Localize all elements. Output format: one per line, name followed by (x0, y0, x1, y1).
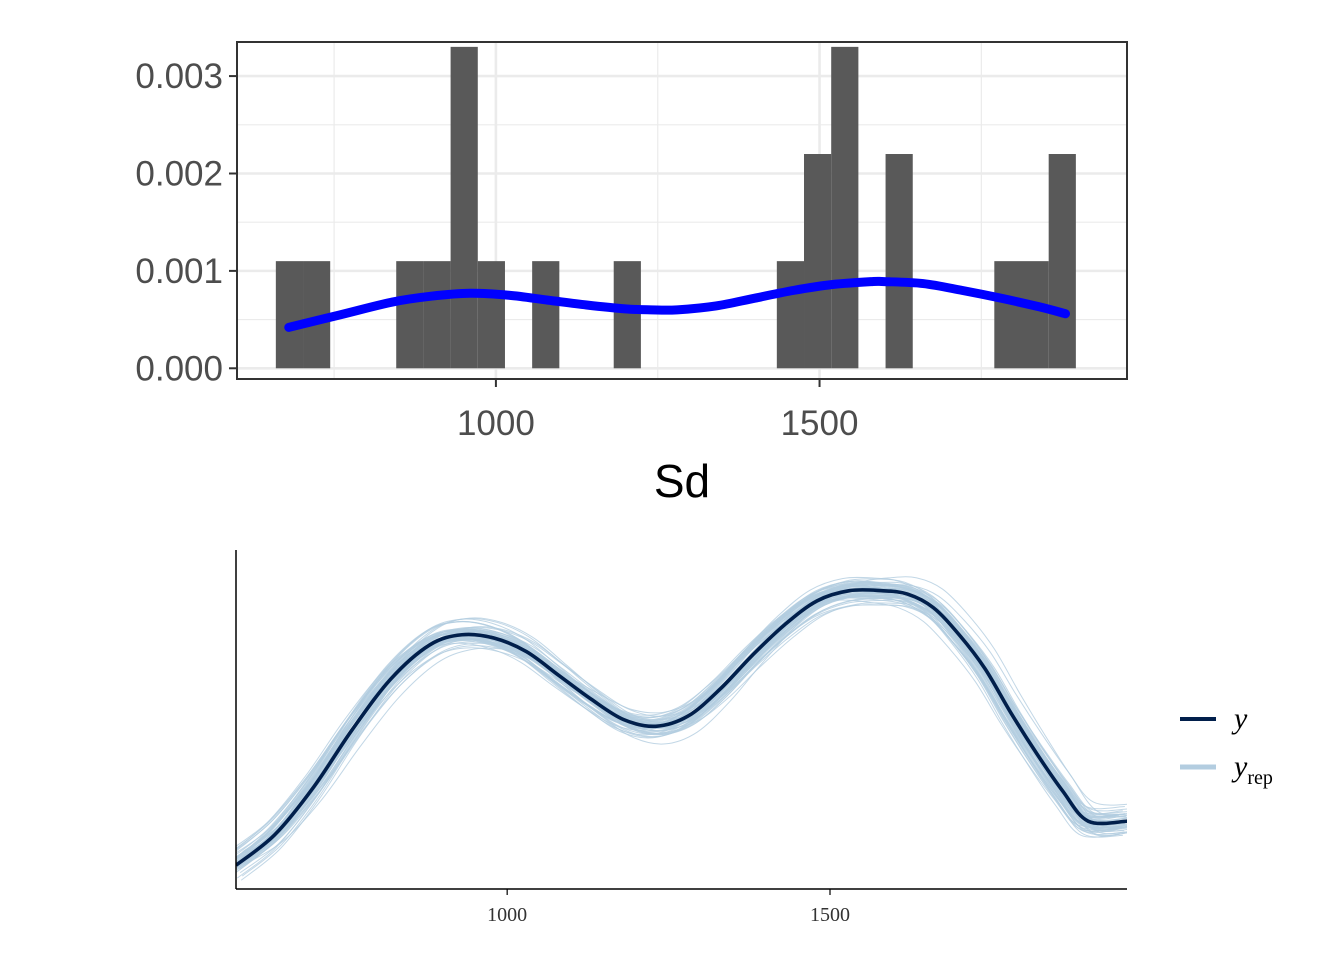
histogram-bar (831, 46, 859, 369)
x-axis-title: Sd (654, 455, 710, 507)
replicate-line (236, 597, 1122, 867)
y-tick-label: 0.002 (135, 154, 223, 193)
histogram-bar (450, 46, 478, 369)
histogram-bar (423, 261, 451, 369)
legend-label: y (1231, 702, 1248, 735)
replicate-line (236, 581, 1127, 864)
x-tick-label: 1000 (457, 404, 535, 443)
histogram-panel: 0.000 0.001 0.002 0.003 1000 1500 Sd (135, 41, 1128, 507)
plot-background (237, 42, 1127, 379)
replicate-line (240, 584, 1127, 881)
density-plot-area (236, 576, 1127, 881)
panel-border (236, 41, 1128, 380)
replicate-line (238, 604, 1127, 862)
legend-label-main: y (1231, 702, 1248, 735)
replicate-line (245, 587, 1127, 865)
replicate-line (237, 592, 1127, 879)
replicate-line (236, 586, 1124, 864)
replicate-line (239, 592, 1127, 874)
replicate-line (236, 584, 1122, 859)
histogram-bar (532, 261, 560, 369)
replicate-line (237, 584, 1127, 864)
y-tick-label: 0.001 (135, 252, 223, 291)
density-overlay-panel: 1000 1500 (235, 550, 1127, 926)
replicate-line (236, 597, 1125, 867)
replicate-line (236, 594, 1127, 868)
x-tick-label: 1000 (487, 904, 527, 926)
histogram-bar (613, 261, 641, 369)
y-tick-label: 0.003 (135, 57, 223, 96)
histogram-bar (275, 261, 304, 369)
replicate-line (236, 583, 1126, 863)
observed-line (236, 587, 1127, 867)
replicate-line (243, 602, 1127, 863)
x-tick-label: 1500 (810, 904, 850, 926)
y-tick-label: 0.000 (135, 349, 223, 388)
replicate-line (236, 592, 1127, 870)
replicate-line (239, 595, 1127, 871)
histogram-bar (804, 154, 832, 369)
histogram-bar (477, 261, 505, 369)
histogram-bar (776, 261, 805, 369)
legend-label-main: y (1231, 750, 1248, 783)
replicate-line (236, 592, 1127, 871)
histogram-bar (1021, 261, 1049, 369)
replicate-line (239, 593, 1127, 869)
replicate-line (236, 596, 1123, 869)
density-line (284, 276, 1071, 332)
legend-label: yrep (1231, 750, 1273, 789)
histogram-bar (994, 261, 1022, 369)
histogram-bar (1048, 154, 1076, 369)
x-tick-label: 1500 (781, 404, 859, 443)
legend-label-subscript: rep (1247, 767, 1273, 789)
replicate-lines (236, 576, 1127, 881)
histogram-bar (885, 154, 913, 369)
histogram-bar (396, 261, 424, 369)
